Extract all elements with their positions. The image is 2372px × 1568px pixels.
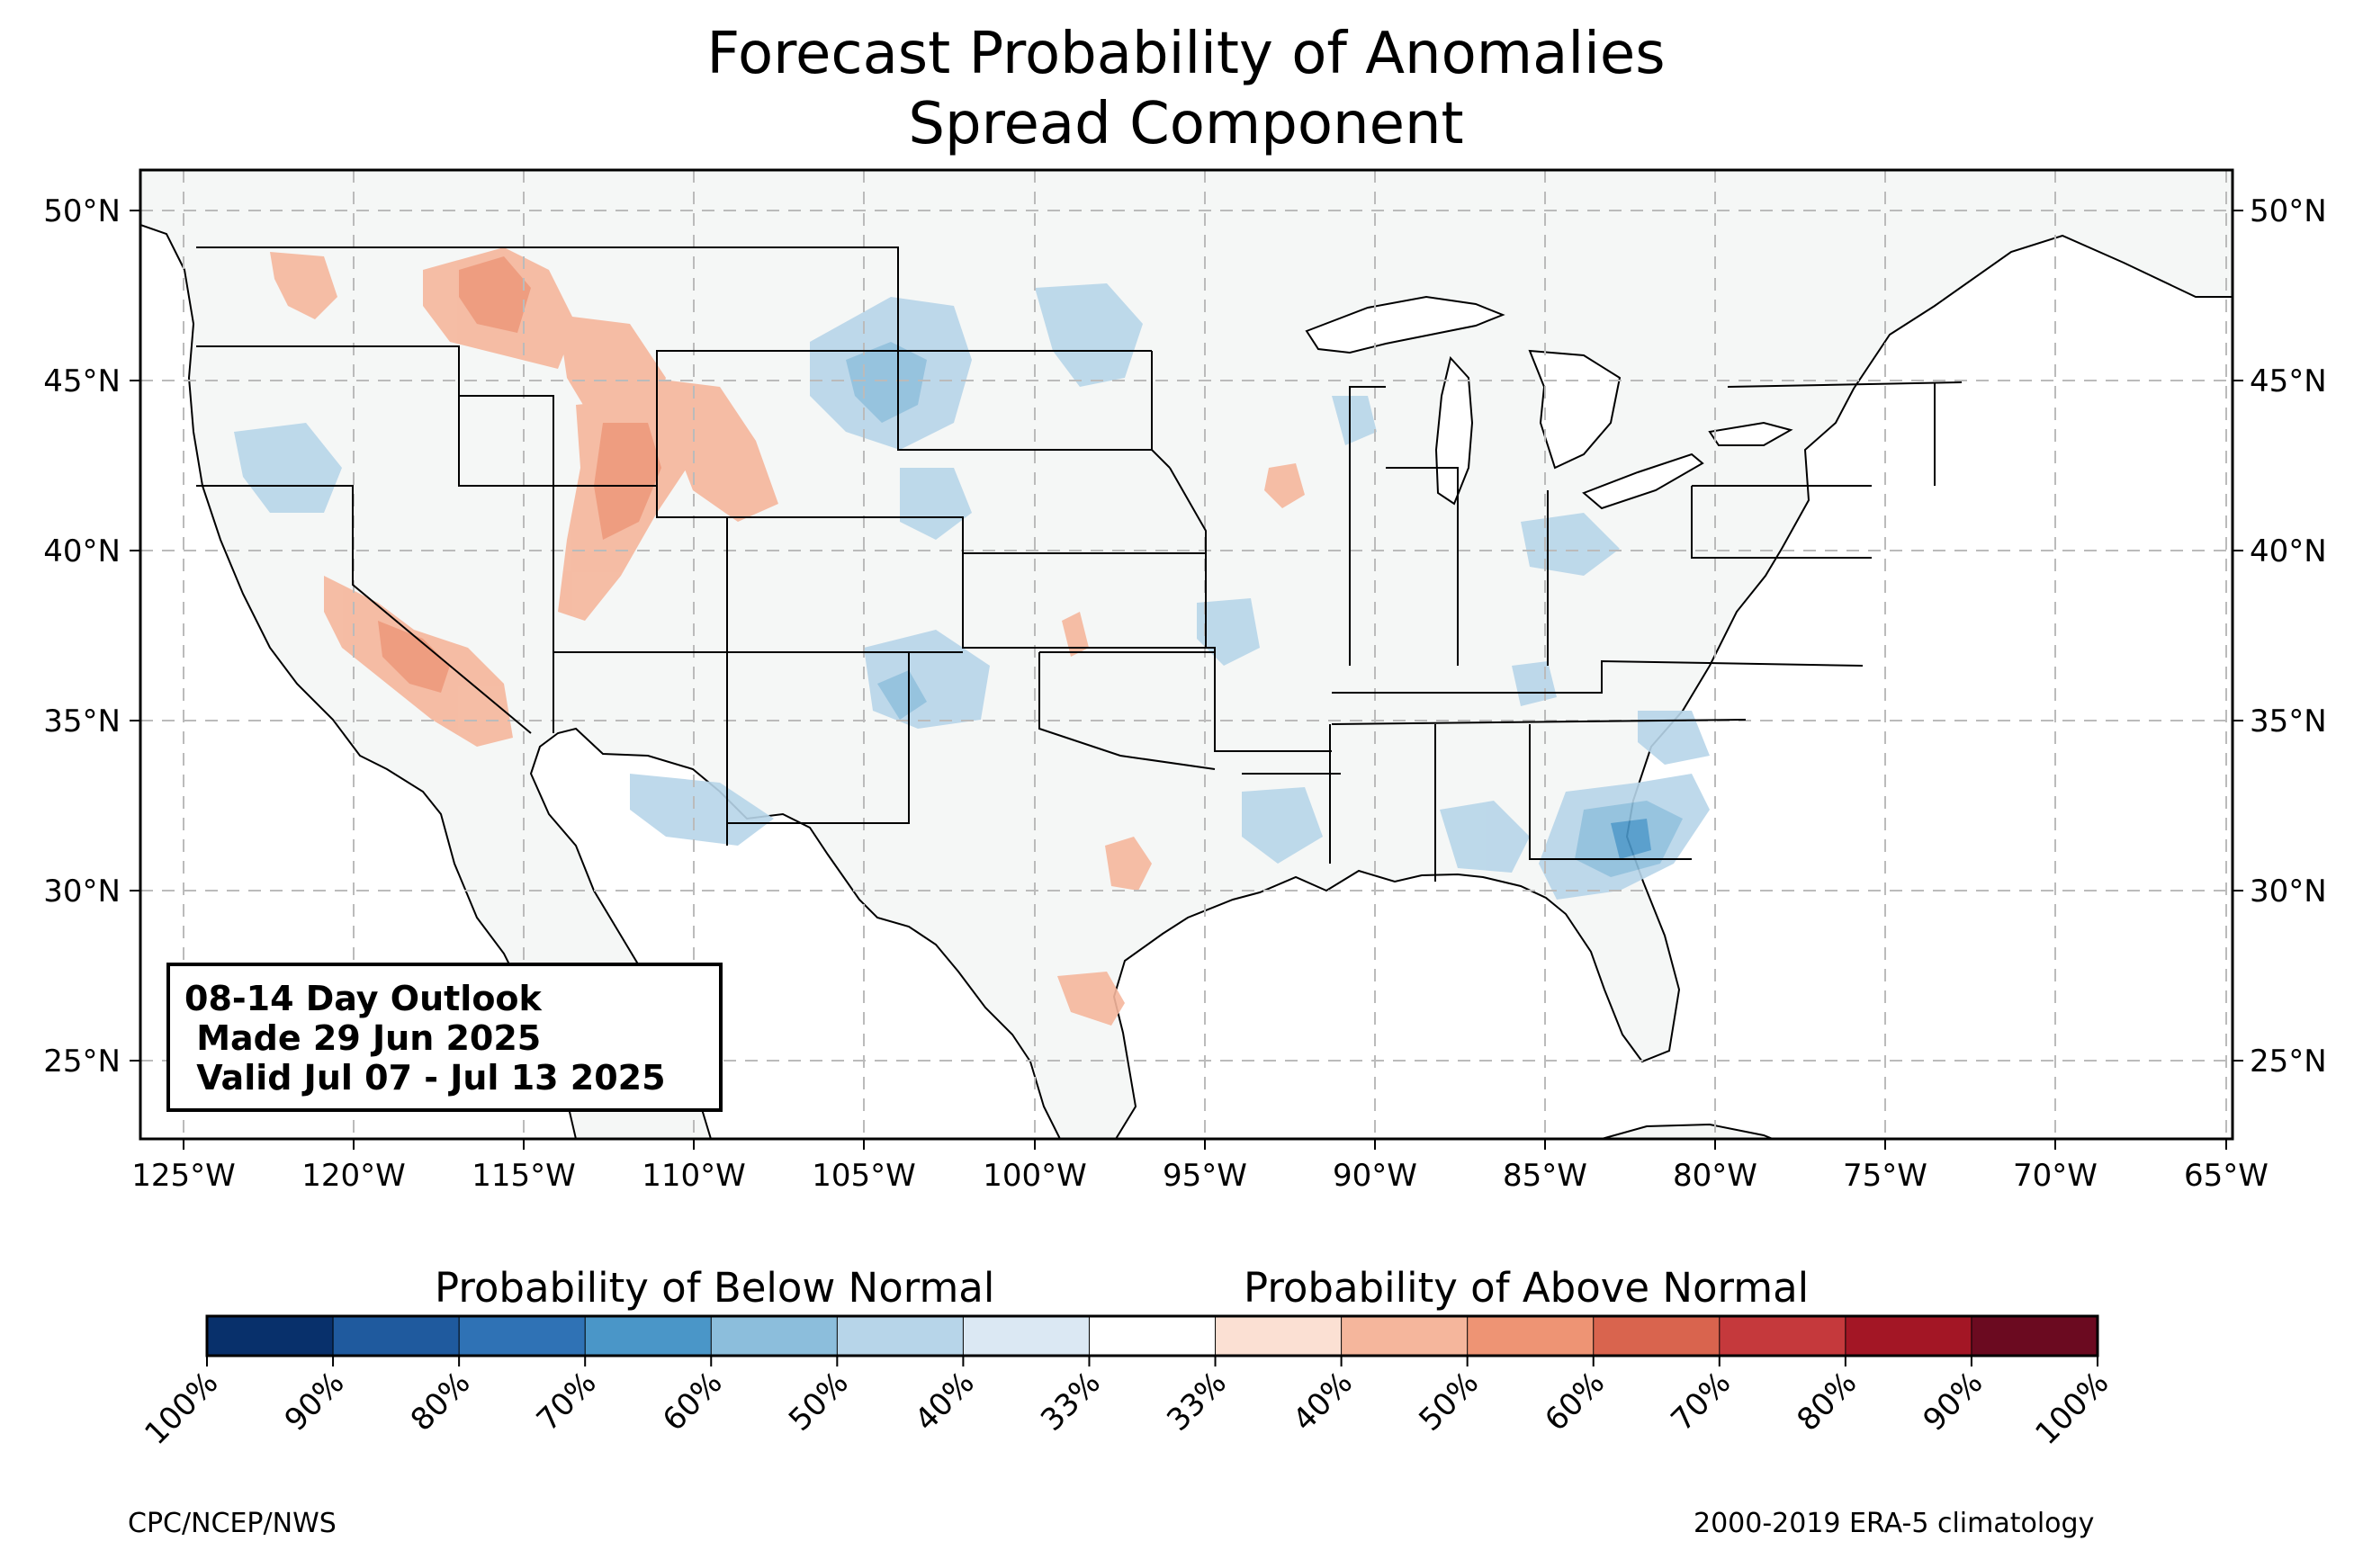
lon-label: 85°W xyxy=(1503,1158,1587,1194)
colorbar-tick-label: 80% xyxy=(1791,1365,1864,1438)
colorbar-tick-label: 50% xyxy=(1412,1365,1486,1438)
colorbar-tick-label: 50% xyxy=(782,1365,856,1438)
colorbar-tick-label: 33% xyxy=(1160,1365,1234,1438)
lon-label: 95°W xyxy=(1163,1158,1247,1194)
lat-label-right: 45°N xyxy=(2250,363,2327,399)
lat-label-left: 45°N xyxy=(43,363,121,399)
colorbar-ticks: 100% 90% 80% 70% 60% 50% 40% 33% 33% 40% 50% 60% 70%… xyxy=(138,1356,2116,1452)
colorbar-swatch xyxy=(332,1315,461,1357)
lon-label: 110°W xyxy=(642,1158,746,1194)
colorbar-tick-label: 90% xyxy=(1917,1365,1990,1438)
colorbar-swatch xyxy=(1215,1315,1343,1357)
outlook-info-box: 08-14 Day Outlook Made 29 Jun 2025 Valid… xyxy=(166,963,723,1112)
lake-superior xyxy=(1305,295,1505,354)
lon-label: 120°W xyxy=(301,1158,406,1194)
lat-label-right: 50°N xyxy=(2250,193,2327,229)
below-normal-contours xyxy=(234,283,1710,900)
lat-label-left: 35°N xyxy=(43,703,121,739)
colorbar-tick-label: 40% xyxy=(908,1365,982,1438)
colorbar-swatch xyxy=(962,1315,1091,1357)
colorbar-swatch xyxy=(1088,1315,1217,1357)
lon-label: 125°W xyxy=(131,1158,236,1194)
colorbar-swatch xyxy=(836,1315,965,1357)
colorbar xyxy=(206,1315,2099,1357)
colorbar-tick-label: 60% xyxy=(1538,1365,1612,1438)
map-frame xyxy=(139,168,2234,1141)
land-cuba xyxy=(1601,1123,1774,1139)
colorbar-swatch xyxy=(584,1315,713,1357)
lon-label: 90°W xyxy=(1333,1158,1417,1194)
colorbar-tick-label: 70% xyxy=(1664,1365,1738,1438)
above-normal-contours xyxy=(270,247,1305,1026)
colorbar-below-heading: Probability of Below Normal xyxy=(435,1264,995,1312)
colorbar-tick-label: 70% xyxy=(530,1365,604,1438)
credit-agency: CPC/NCEP/NWS xyxy=(128,1508,337,1539)
lake-erie xyxy=(1582,452,1704,510)
lat-label-left: 50°N xyxy=(43,193,121,229)
chart-subtitle: Spread Component xyxy=(908,91,1464,157)
lat-label-left: 25°N xyxy=(43,1044,121,1080)
lat-label-right: 35°N xyxy=(2250,703,2327,739)
lat-label-right: 30°N xyxy=(2250,874,2327,909)
colorbar-frame xyxy=(205,1314,2099,1357)
colorbar-tick-label: 33% xyxy=(1034,1365,1108,1438)
colorbar-swatch xyxy=(1719,1315,1846,1357)
colorbar-tick-label: 100% xyxy=(138,1365,225,1452)
lon-label: 75°W xyxy=(1843,1158,1927,1194)
colorbar-swatch xyxy=(1467,1315,1595,1357)
lat-label-left: 30°N xyxy=(43,874,121,909)
lat-axis xyxy=(130,210,2243,1062)
credit-climatology: 2000-2019 ERA-5 climatology xyxy=(1694,1508,2095,1539)
chart-title: Forecast Probability of Anomalies xyxy=(706,21,1666,87)
lon-label: 115°W xyxy=(472,1158,576,1194)
colorbar-tick-label: 60% xyxy=(656,1365,730,1438)
lat-label-left: 40°N xyxy=(43,533,121,569)
lon-label: 80°W xyxy=(1673,1158,1757,1194)
colorbar-tick-label: 100% xyxy=(2028,1365,2116,1452)
lon-label: 105°W xyxy=(812,1158,916,1194)
lon-axis xyxy=(183,1139,2227,1150)
colorbar-swatch xyxy=(1593,1315,1721,1357)
colorbar-above-heading: Probability of Above Normal xyxy=(1244,1264,1810,1312)
lat-label-right: 25°N xyxy=(2250,1044,2327,1080)
lat-label-right: 40°N xyxy=(2250,533,2327,569)
colorbar-swatch xyxy=(1341,1315,1469,1357)
colorbar-swatch xyxy=(710,1315,839,1357)
colorbar-tick-label: 40% xyxy=(1286,1365,1360,1438)
lon-label: 65°W xyxy=(2184,1158,2269,1194)
colorbar-swatch xyxy=(1971,1315,2099,1357)
colorbar-swatch xyxy=(1845,1315,1972,1357)
lon-label: 70°W xyxy=(2013,1158,2098,1194)
colorbar-tick-label: 80% xyxy=(404,1365,478,1438)
state-boundaries xyxy=(196,246,1963,882)
colorbar-swatch xyxy=(458,1315,587,1357)
outlook-period: 08-14 Day Outlook xyxy=(184,979,542,1018)
outlook-valid-range: Valid Jul 07 - Jul 13 2025 xyxy=(184,1058,666,1098)
lake-ontario xyxy=(1708,421,1793,446)
lon-label: 100°W xyxy=(983,1158,1087,1194)
colorbar-tick-label: 90% xyxy=(278,1365,352,1438)
colorbar-swatch xyxy=(206,1315,335,1357)
outlook-made-date: Made 29 Jun 2025 xyxy=(184,1018,542,1058)
